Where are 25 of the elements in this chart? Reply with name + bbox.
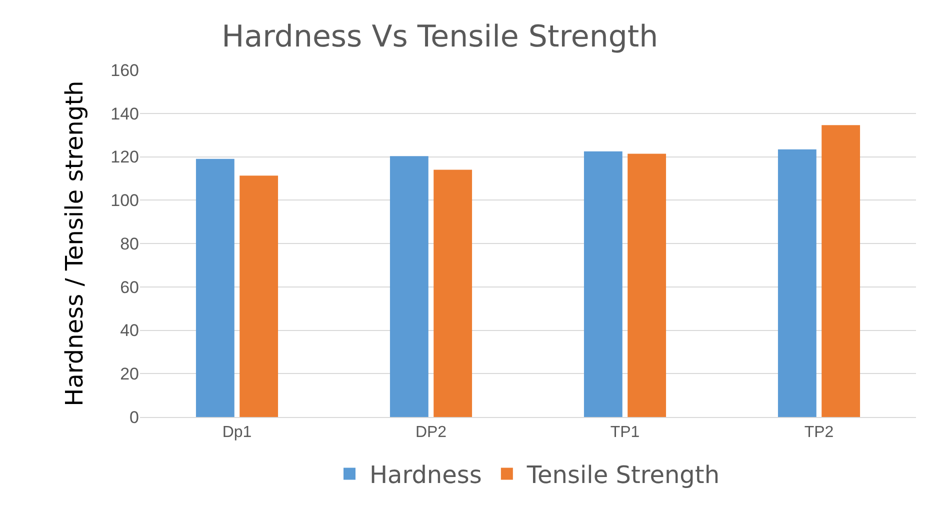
y-axis-title: Hardness / Tensile strength xyxy=(60,80,89,406)
bar xyxy=(778,149,816,417)
chart-title: Hardness Vs Tensile Strength xyxy=(222,19,658,54)
x-tick-label: DP2 xyxy=(415,424,447,442)
bar xyxy=(822,125,860,417)
y-tick-label: 80 xyxy=(120,234,139,254)
x-tick-label: TP1 xyxy=(610,424,640,442)
y-tick-label: 100 xyxy=(110,191,139,210)
x-tick-label: Dp1 xyxy=(222,424,252,442)
y-tick-label: 160 xyxy=(110,60,139,80)
bar xyxy=(584,151,622,417)
y-tick-label: 40 xyxy=(120,321,139,340)
legend-label: Hardness xyxy=(370,461,482,490)
y-tick-label: 20 xyxy=(120,364,139,384)
y-tick-label: 0 xyxy=(130,408,139,427)
bar xyxy=(240,176,278,417)
bar xyxy=(390,156,428,417)
y-tick-label: 120 xyxy=(110,148,139,167)
bar xyxy=(196,158,234,417)
y-tick-label: 60 xyxy=(120,278,139,297)
bar xyxy=(434,170,472,417)
bar xyxy=(628,154,666,417)
y-tick-label: 140 xyxy=(110,104,139,124)
legend-label: Tensile Strength xyxy=(526,461,720,490)
x-tick-label: TP2 xyxy=(804,424,834,442)
